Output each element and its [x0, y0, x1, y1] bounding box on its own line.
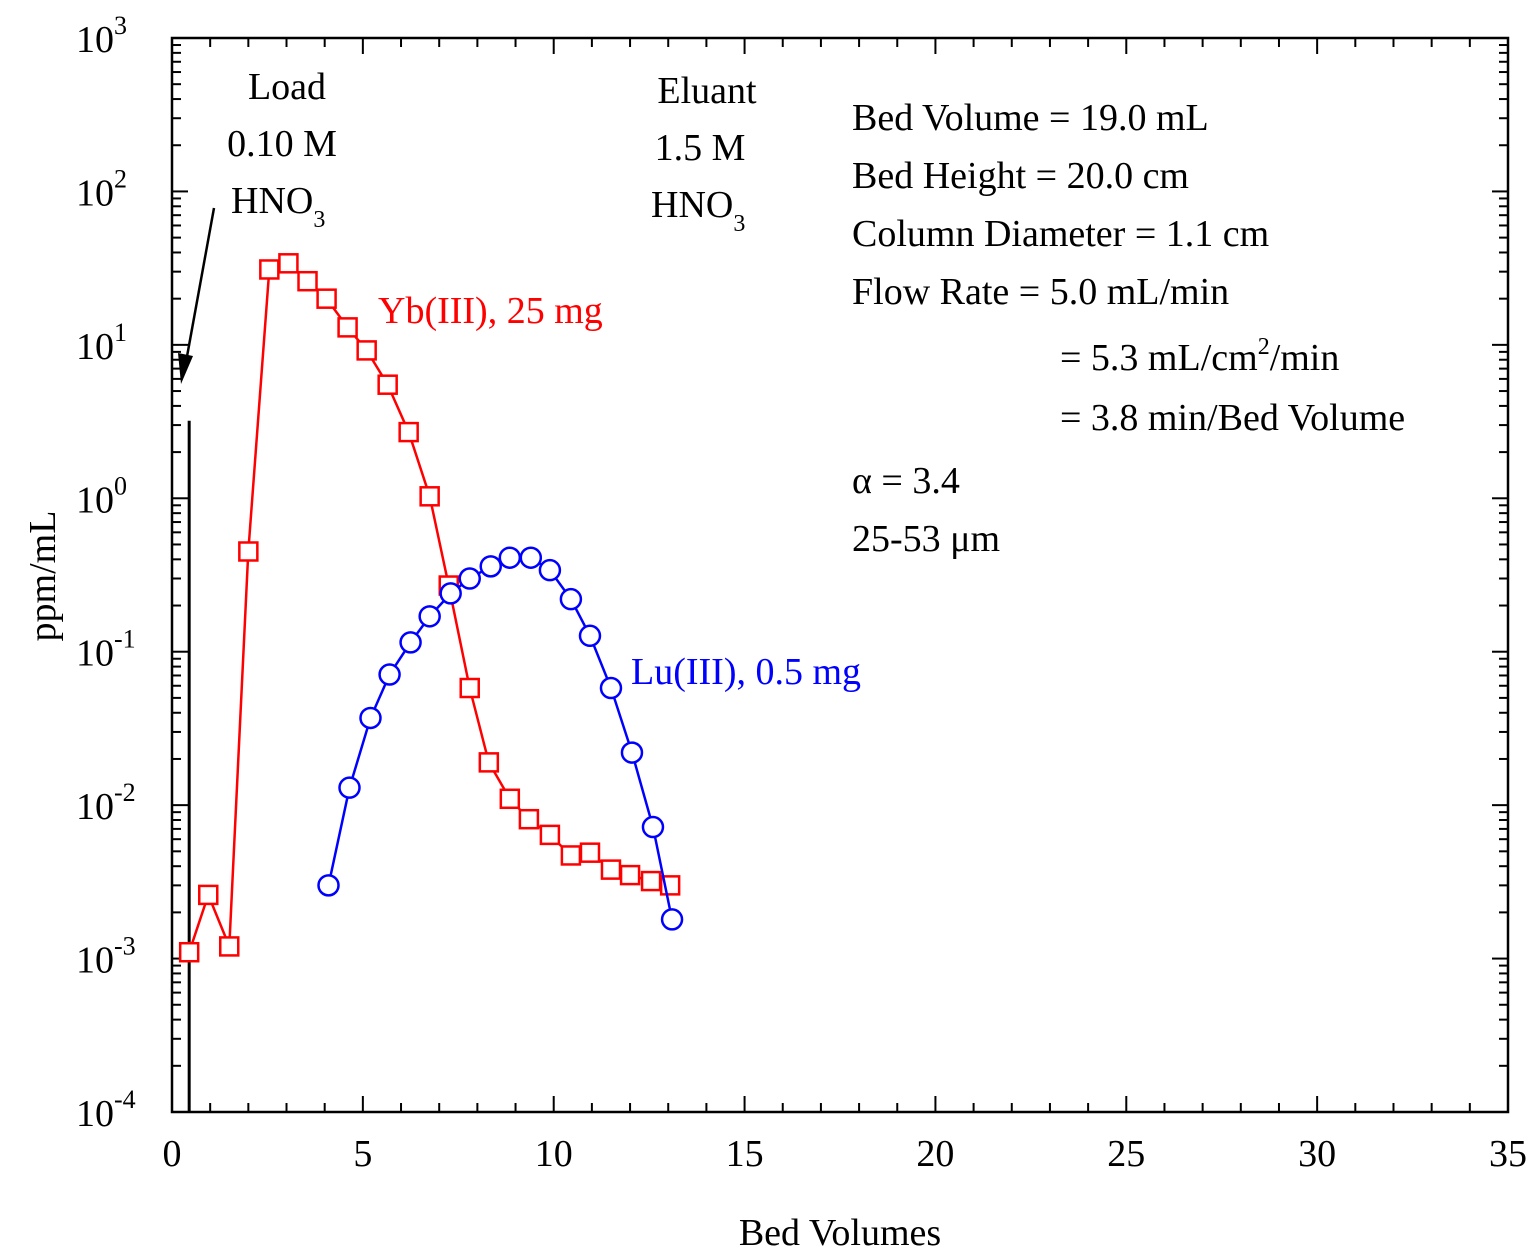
data-point-circle [519, 546, 543, 569]
data-point-square [178, 941, 200, 963]
bed-volume-text: Bed Volume = 19.0 mL [852, 97, 1209, 139]
data-point-square [640, 870, 662, 892]
legend-label-yb: Yb(III), 25 mg [378, 290, 603, 332]
data-point-square [600, 859, 622, 880]
data-point-square [337, 317, 358, 338]
data-point-square [297, 270, 318, 292]
arrowhead-icon [178, 353, 193, 384]
data-point-circle [498, 546, 522, 569]
x-tick-label: 30 [1298, 1133, 1336, 1175]
eluant-annotation: Eluant 1.5 M HNO3 [651, 70, 757, 237]
axes: 0 5 10 15 20 25 30 35 10-4 10-3 10-2 10-1 100 101 102 1… [76, 11, 1527, 1175]
x-axis-label: Bed Volumes [739, 1212, 941, 1254]
y-tick-label: 103 [76, 11, 127, 61]
data-point-square [560, 845, 582, 866]
data-point-square [478, 752, 500, 773]
data-point-circle [641, 815, 665, 839]
eluant-acid: HNO3 [651, 184, 745, 237]
data-point-circle [599, 676, 623, 700]
eluant-acid-subscript: 3 [733, 211, 745, 237]
column-diameter-text: Column Diameter = 1.1 cm [852, 213, 1269, 255]
data-point-square [356, 340, 377, 361]
data-point-circle [620, 741, 644, 764]
flow-rate-area-text: = 5.3 mL/cm2/min [1060, 334, 1339, 379]
load-acid: HNO3 [231, 180, 325, 233]
eluant-label: Eluant [657, 70, 757, 112]
y-tick-label: 10-4 [76, 1085, 136, 1135]
data-point-circle [578, 624, 602, 648]
data-point-circle [458, 567, 481, 590]
data-point-square [316, 288, 337, 309]
load-arrow [178, 207, 216, 384]
eluant-acid-formula: HNO [651, 184, 733, 226]
load-concentration: 0.10 M [227, 123, 337, 165]
load-label: Load [248, 66, 326, 108]
conditions-block: Bed Volume = 19.0 mL Bed Height = 20.0 c… [852, 97, 1405, 560]
flow-rate-area-sup: 2 [1258, 334, 1270, 360]
series-layer [178, 253, 684, 963]
data-point-square [198, 884, 219, 906]
data-point-circle [418, 605, 441, 628]
data-point-circle [439, 582, 462, 605]
y-tick-label: 10-1 [76, 625, 136, 675]
data-point-circle [538, 558, 562, 582]
load-acid-subscript: 3 [313, 207, 325, 233]
legend-label-lu: Lu(III), 0.5 mg [631, 651, 861, 693]
load-annotation: Load 0.10 M HNO3 [227, 66, 337, 233]
data-point-square [499, 788, 521, 810]
data-point-circle [378, 663, 401, 686]
bed-height-text: Bed Height = 20.0 cm [852, 155, 1189, 197]
data-point-circle [338, 776, 361, 799]
x-tick-label: 35 [1489, 1133, 1527, 1175]
data-point-square [377, 374, 398, 395]
x-tick-label: 15 [726, 1133, 764, 1175]
data-point-circle [359, 706, 382, 730]
flow-rate-bv-text: = 3.8 min/Bed Volume [1060, 397, 1405, 439]
data-point-square [398, 421, 419, 443]
data-point-square [238, 541, 259, 562]
data-point-square [259, 259, 280, 280]
data-point-circle [317, 874, 340, 897]
data-point-square [419, 486, 440, 507]
data-point-square [619, 864, 641, 886]
y-tick-label: 100 [76, 471, 127, 521]
y-tick-label: 101 [76, 318, 127, 368]
alpha-text: α = 3.4 [852, 460, 960, 502]
y-tick-label: 10-2 [76, 778, 136, 828]
x-tick-label: 10 [535, 1133, 573, 1175]
data-point-square [579, 842, 601, 863]
plot-frame [170, 36, 1510, 1114]
y-axis-label: ppm/mL [22, 511, 64, 642]
series-0 [178, 253, 681, 963]
data-point-circle [559, 587, 583, 611]
eluant-concentration: 1.5 M [655, 127, 746, 169]
data-point-circle [479, 555, 502, 578]
y-tick-label: 10-3 [76, 932, 136, 982]
series-1 [317, 546, 684, 931]
load-acid-formula: HNO [231, 180, 313, 222]
flow-rate-area-main: = 5.3 mL/cm [1060, 337, 1258, 379]
data-point-circle [399, 631, 422, 654]
flow-rate-area-tail: /min [1270, 337, 1340, 379]
x-tick-label: 5 [353, 1133, 372, 1175]
data-point-square [278, 253, 299, 274]
y-tick-label: 102 [76, 164, 127, 214]
data-point-square [459, 677, 480, 699]
data-point-square [219, 936, 240, 957]
data-point-square [518, 808, 540, 830]
data-point-circle [660, 908, 684, 931]
data-point-square [539, 824, 561, 846]
x-tick-label: 20 [916, 1133, 954, 1175]
x-tick-label: 25 [1107, 1133, 1145, 1175]
flow-rate-text: Flow Rate = 5.0 mL/min [852, 271, 1229, 313]
x-tick-label: 0 [163, 1133, 182, 1175]
particle-size-text: 25-53 μm [852, 518, 1000, 560]
